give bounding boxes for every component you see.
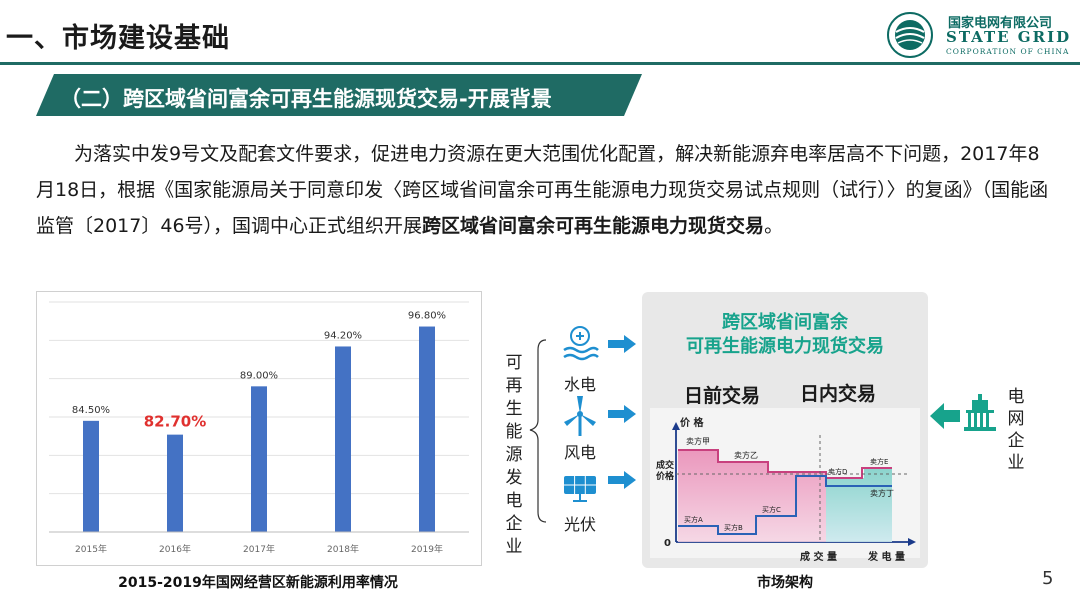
utilization-chart: 84.50% 2015年 82.70% 2016年 89.00% 2017年 94.20% 2… xyxy=(36,291,482,566)
generator-label-char: 能 xyxy=(506,422,523,442)
axis-clearing-price: 成交价格 xyxy=(656,459,675,482)
seller-label: 卖方丁 xyxy=(870,488,894,498)
generator-label-char: 再 xyxy=(506,376,523,396)
bar-data-label: 96.80% xyxy=(408,311,446,322)
subtitle-banner xyxy=(36,74,642,116)
market-title-1: 跨区域省间富余 xyxy=(722,311,849,333)
day-ahead-label: 日前交易 xyxy=(684,384,760,407)
intraday-label: 日内交易 xyxy=(800,382,876,405)
grid-company-label-char: 电 xyxy=(1008,387,1025,407)
axis-price: 价 格 xyxy=(680,416,704,429)
bar-chart-svg: 84.50% 2015年 82.70% 2016年 89.00% 2017年 94.20% 2… xyxy=(49,301,469,555)
logo-text-en: STATE GRID xyxy=(946,28,1072,46)
generator-label-char: 业 xyxy=(506,537,523,557)
body-text-bold: 跨区域省间富余可再生能源电力现货交易 xyxy=(422,215,765,237)
page-title: 一、市场建设基础 xyxy=(6,23,230,54)
hydro-icon xyxy=(563,326,599,361)
body-text-end: 。 xyxy=(764,215,784,237)
bar xyxy=(251,386,267,532)
wind-turbine-icon xyxy=(564,396,596,436)
grid-company-label-char: 网 xyxy=(1008,409,1025,429)
generator-label-char: 企 xyxy=(506,514,523,534)
body-paragraph: 为落实中发9号文及配套文件要求，促进电力资源在更大范围优化配置，解决新能源弃电率… xyxy=(36,136,1058,244)
page-number: 5 xyxy=(1042,568,1054,589)
x-tick-label: 2018年 xyxy=(327,543,359,555)
grid-company-label-char: 业 xyxy=(1008,453,1025,473)
bar-data-label: 82.70% xyxy=(144,413,206,431)
government-building-icon xyxy=(964,394,996,431)
bar-data-label: 84.50% xyxy=(72,405,110,416)
source-label-solar: 光伏 xyxy=(564,515,596,534)
buyer-label: 买方A xyxy=(684,515,703,524)
chart-caption: 2015-2019年国网经营区新能源利用率情况 xyxy=(118,575,398,591)
grid-company-label-char: 企 xyxy=(1008,431,1025,451)
seller-label: 卖方甲 xyxy=(686,436,710,446)
seller-label: 卖方D xyxy=(828,467,847,476)
section-subtitle: （二）跨区域省间富余可再生能源现货交易-开展背景 xyxy=(60,87,552,111)
bar xyxy=(83,420,99,532)
x-tick-label: 2016年 xyxy=(159,543,191,555)
buyer-label: 买方B xyxy=(724,523,743,532)
generator-label-char: 发 xyxy=(506,468,523,488)
bar-data-label: 94.20% xyxy=(324,330,362,341)
diagram-caption: 市场架构 xyxy=(757,575,813,591)
arrow-left-icon xyxy=(930,403,960,429)
bar xyxy=(167,434,183,532)
bracket xyxy=(529,339,547,523)
arrow-right-icon xyxy=(608,335,636,489)
title-divider xyxy=(0,62,1080,65)
source-label-hydro: 水电 xyxy=(564,375,596,394)
x-tick-label: 2015年 xyxy=(75,543,107,555)
source-label-wind: 风电 xyxy=(564,443,596,462)
x-tick-label: 2017年 xyxy=(243,543,275,555)
axis-volume: 成 交 量 xyxy=(800,550,837,563)
generator-label-char: 源 xyxy=(506,445,523,465)
bar xyxy=(335,346,351,532)
bar xyxy=(419,326,435,532)
logo-text-en-sub: CORPORATION OF CHINA xyxy=(946,47,1070,56)
seller-label: 卖方E xyxy=(870,457,888,466)
generator-label-char: 电 xyxy=(506,491,523,511)
generator-label-char: 生 xyxy=(506,399,523,419)
state-grid-logo xyxy=(887,12,933,58)
body-text: 为落实中发9号文及配套文件要求，促进电力资源在更大范围优化配置，解决新能源弃电率… xyxy=(36,143,1049,237)
axis-generation: 发 电 量 xyxy=(867,550,905,563)
market-title-2: 可再生能源电力现货交易 xyxy=(686,335,884,357)
logo-text-cn: 国家电网有限公司 xyxy=(948,16,1053,31)
generator-label-char: 可 xyxy=(506,353,523,373)
bar-data-label: 89.00% xyxy=(240,370,278,381)
buyer-label: 买方C xyxy=(762,505,781,514)
x-tick-label: 2019年 xyxy=(411,543,443,555)
axis-zero: 0 xyxy=(664,538,671,549)
solar-panel-icon xyxy=(564,476,596,502)
seller-label: 卖方乙 xyxy=(734,450,758,460)
